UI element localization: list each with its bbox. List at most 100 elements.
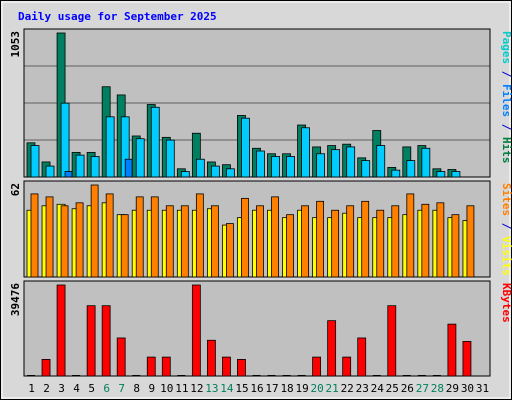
top-bar-files-9 (150, 106, 160, 178)
bot-bar-kbytes-28 (432, 375, 441, 376)
day-label-2: 2 (43, 382, 50, 395)
day-label-10: 10 (160, 382, 173, 395)
top-bar-files-4 (75, 154, 85, 178)
top-bar-files-8 (135, 138, 145, 178)
top-bar-files-24 (376, 145, 386, 178)
top-bar-files-1 (30, 145, 40, 178)
top-bar-files-17 (271, 156, 280, 178)
bot-y-max-label: 39476 (9, 283, 22, 316)
bot-plot-area (23, 280, 491, 377)
mid-y-max-label: 62 (9, 183, 22, 196)
bot-bar-kbytes-25 (387, 305, 397, 377)
day-label-26: 26 (401, 382, 414, 395)
bot-bar-kbytes-19 (297, 375, 306, 376)
legend-part: Hits (500, 137, 512, 164)
day-label-17: 17 (265, 382, 278, 395)
legend-part: / (500, 216, 512, 236)
day-label-28: 28 (431, 382, 444, 395)
top-bar-files-3 (60, 102, 70, 178)
day-label-11: 11 (175, 382, 188, 395)
bot-bar-kbytes-29 (447, 323, 457, 377)
mid-bar-sites-13 (210, 205, 219, 278)
top-bar-files-29 (451, 171, 461, 178)
bot-bar-kbytes-18 (282, 375, 291, 376)
day-label-12: 12 (190, 382, 203, 395)
day-label-3: 3 (58, 382, 65, 395)
mid-bar-sites-19 (301, 205, 309, 278)
day-label-27: 27 (416, 382, 429, 395)
day-label-7: 7 (118, 382, 125, 395)
mid-bar-sites-9 (150, 196, 159, 278)
mid-bar-sites-27 (421, 203, 430, 278)
bot-bar-kbytes-17 (267, 375, 276, 376)
bot-bar-kbytes-10 (161, 356, 171, 377)
day-label-9: 9 (148, 382, 155, 395)
bot-bar-kbytes-24 (372, 375, 381, 376)
top-bar-files-6 (105, 116, 115, 178)
day-label-6: 6 (103, 382, 110, 395)
bot-bar-kbytes-14 (222, 356, 231, 377)
legend-part: Files (500, 84, 512, 117)
legend-part: Visits (500, 236, 512, 276)
mid-bar-sites-28 (436, 202, 445, 278)
bot-bar-kbytes-27 (417, 375, 426, 376)
mid-bar-sites-26 (406, 193, 415, 278)
top-bar-files-25 (391, 169, 401, 178)
top-bar-files-26 (406, 160, 416, 178)
mid-bar-sites-2 (45, 196, 54, 278)
top-bar-files-12 (195, 158, 205, 178)
day-label-21: 21 (326, 382, 339, 395)
bot-bar-kbytes-3 (56, 284, 66, 377)
mid-bar-sites-4 (75, 202, 84, 278)
kbytes-panel: 39476 KBytes (9, 280, 512, 377)
mid-bar-sites-11 (180, 205, 189, 278)
mid-bar-sites-29 (451, 214, 460, 278)
day-label-20: 20 (311, 382, 324, 395)
day-label-4: 4 (73, 382, 80, 395)
mid-bar-sites-8 (135, 196, 144, 278)
top-bar-files-28 (436, 171, 446, 178)
top-bar-pages-7 (124, 158, 133, 178)
mid-series-legend: Sites / Visits (500, 183, 512, 276)
bot-bar-kbytes-26 (402, 375, 411, 376)
top-bar-files-23 (361, 160, 371, 178)
mid-bar-sites-25 (391, 205, 400, 278)
legend-part: / (500, 64, 512, 84)
bot-bar-kbytes-16 (252, 375, 261, 376)
top-bar-files-11 (180, 171, 190, 178)
bot-bar-kbytes-4 (72, 375, 81, 376)
mid-bar-sites-22 (346, 205, 355, 278)
top-bar-files-14 (226, 168, 235, 178)
mid-bar-sites-23 (361, 200, 370, 278)
top-bar-files-22 (346, 146, 356, 178)
mid-bar-sites-14 (226, 223, 234, 278)
top-bar-pages-3 (64, 171, 73, 178)
bot-bar-kbytes-22 (342, 356, 352, 377)
bot-bar-kbytes-11 (177, 375, 186, 376)
mid-bar-sites-16 (256, 205, 264, 278)
mid-bar-sites-12 (195, 193, 204, 278)
mid-bar-sites-3 (60, 205, 69, 278)
bot-bar-kbytes-23 (357, 337, 367, 377)
mid-bar-sites-30 (466, 205, 475, 278)
top-bar-files-18 (286, 156, 295, 178)
bot-bar-kbytes-1 (27, 375, 35, 376)
bot-bar-kbytes-13 (206, 339, 216, 377)
top-bar-files-5 (90, 156, 100, 178)
legend-part: / (500, 117, 512, 137)
bot-bar-kbytes-7 (116, 337, 126, 377)
bot-bar-kbytes-2 (41, 359, 51, 377)
day-label-1: 1 (28, 382, 35, 395)
mid-bar-sites-6 (105, 193, 114, 278)
day-label-14: 14 (220, 382, 234, 395)
legend-part: KBytes (500, 283, 512, 323)
day-label-29: 29 (446, 382, 459, 395)
bot-bar-kbytes-9 (146, 356, 156, 377)
day-label-24: 24 (371, 382, 385, 395)
mid-bar-sites-15 (241, 197, 249, 278)
top-y-max-label: 1053 (9, 31, 22, 58)
day-label-31: 31 (476, 382, 489, 395)
mid-bar-sites-5 (90, 184, 99, 278)
